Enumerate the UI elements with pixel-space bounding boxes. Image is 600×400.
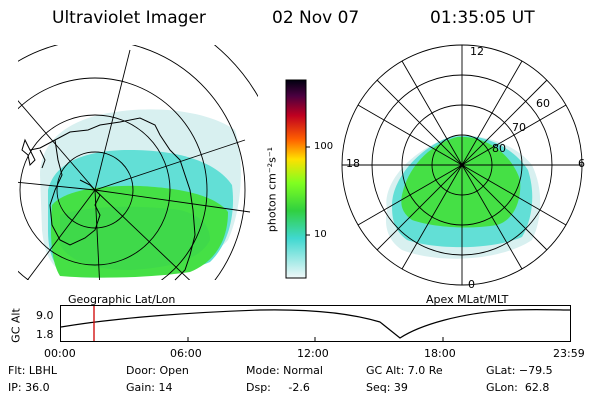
- mlat-label-80: 80: [492, 142, 506, 155]
- alt-plot-xtick-4: 23:59: [553, 347, 585, 360]
- seq-info: Seq: 39: [366, 381, 408, 394]
- mode-info: Mode: Normal: [246, 364, 323, 377]
- mlt-label-6: 6: [578, 157, 585, 170]
- altitude-plot: [60, 305, 571, 342]
- colorbar: [285, 79, 310, 279]
- alt-plot-xtick-3: 18:00: [424, 347, 456, 360]
- geographic-caption: Geographic Lat/Lon: [68, 293, 176, 306]
- alt-plot-xtick-0: 00:00: [44, 347, 76, 360]
- colorbar-unit-label: photon cm⁻²s⁻¹: [265, 146, 279, 233]
- instrument-title: Ultraviolet Imager: [52, 8, 206, 28]
- coastline: [29, 117, 196, 281]
- time-label: 01:35:05 UT: [430, 8, 535, 28]
- coastline-peninsula: [21, 138, 46, 169]
- magnetic-caption: Apex MLat/MLT: [426, 293, 509, 306]
- door-info: Door: Open: [126, 364, 189, 377]
- alt-plot-ylabel: GC Alt: [9, 308, 23, 343]
- gc-alt-info: GC Alt: 7.0 Re: [366, 364, 443, 377]
- alt-plot-x-ticks: [187, 337, 444, 342]
- alt-plot-xtick-1: 06:00: [170, 347, 202, 360]
- aurora-emission-geographic: [40, 109, 241, 278]
- glon-info: GLon: 62.8: [486, 381, 550, 394]
- ip-info: IP: 36.0: [8, 381, 50, 394]
- magnetic-polar-panel: [341, 44, 583, 286]
- lat-lon-grid: [18, 45, 258, 280]
- date-label: 02 Nov 07: [272, 8, 360, 28]
- mlat-mlt-grid: [341, 44, 583, 286]
- mlt-label-18: 18: [346, 157, 360, 170]
- mlat-label-60: 60: [536, 97, 550, 110]
- geographic-map-panel: [18, 45, 258, 281]
- colorbar-gradient: [285, 79, 307, 279]
- mlt-label-12: 12: [470, 45, 484, 58]
- alt-trace: [60, 308, 571, 339]
- colorbar-label-10: 10: [314, 229, 327, 240]
- aurora-emission-magnetic: [385, 135, 541, 259]
- alt-plot-ytick-top: 9.0: [36, 309, 54, 322]
- dsp-info: Dsp: -2.6: [246, 381, 310, 394]
- colorbar-label-100: 100: [314, 141, 334, 152]
- gain-info: Gain: 14: [126, 381, 173, 394]
- glat-info: GLat: −79.5: [486, 364, 553, 377]
- filter-info: Flt: LBHL: [8, 364, 57, 377]
- mlt-label-0: 0: [468, 278, 475, 291]
- alt-plot-ytick-bottom: 1.8: [36, 328, 54, 341]
- alt-plot-xtick-2: 12:00: [297, 347, 329, 360]
- mlat-label-70: 70: [512, 121, 526, 134]
